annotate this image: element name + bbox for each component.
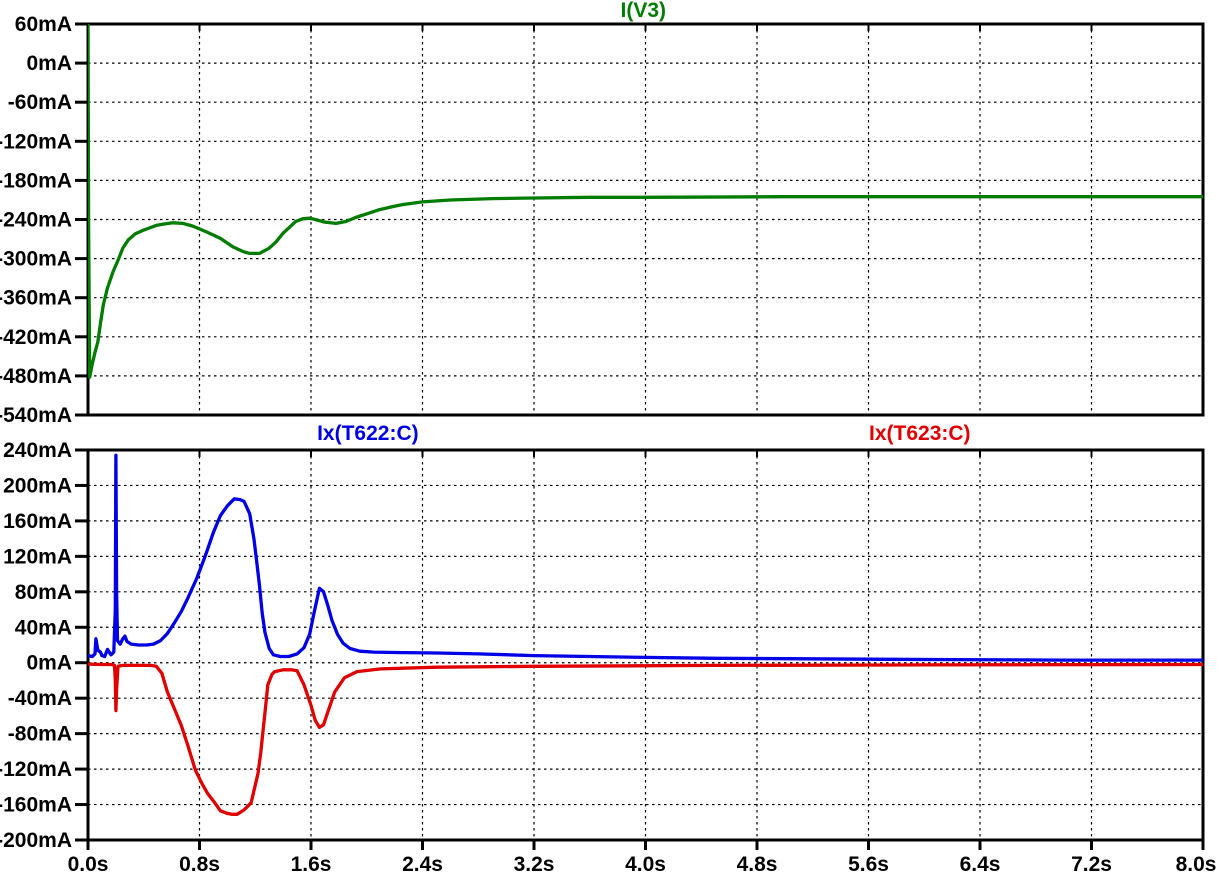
y-tick-label: -80mA [8, 723, 72, 746]
y-tick-label: 200mA [3, 474, 72, 497]
x-tick-label: 3.2s [514, 853, 555, 876]
y-tick-label: 0mA [26, 52, 72, 75]
y-tick-label: -40mA [8, 687, 72, 710]
trace-ix-t623-c [88, 662, 1203, 816]
y-ticks-pane-bottom [75, 448, 88, 842]
x-tick-label: 4.8s [737, 853, 778, 876]
trace-label-i-v3[interactable]: I(V3) [621, 0, 667, 22]
trace-ix-t622-c [88, 453, 1203, 662]
x-tick-label: 2.4s [402, 853, 443, 876]
y-tick-label: 160mA [3, 510, 72, 533]
y-tick-label: -120mA [0, 758, 72, 781]
y-tick-label: -360mA [0, 287, 72, 310]
y-tick-label: -160mA [0, 794, 72, 817]
x-tick-label: 0.0s [68, 853, 109, 876]
y-tick-label: 80mA [15, 581, 72, 604]
x-tick-label: 5.6s [848, 853, 889, 876]
y-ticks-pane-top [75, 22, 88, 417]
y-tick-label: -420mA [0, 326, 72, 349]
y-tick-label: 40mA [15, 616, 72, 639]
x-axis: 0.0s 0.8s 1.6s 2.4s 3.2s 4.0s 4.8s 5.6s 6.4s 7.2s… [68, 840, 1217, 876]
y-tick-label: -200mA [0, 829, 72, 852]
y-tick-label: -540mA [0, 404, 72, 427]
x-tick-label: 6.4s [960, 853, 1001, 876]
y-tick-label: -180mA [0, 169, 72, 192]
x-tick-label: 0.8s [179, 853, 220, 876]
x-tick-label: 4.0s [625, 853, 666, 876]
y-tick-label: -300mA [0, 248, 72, 271]
x-tick-label: 8.0s [1176, 853, 1217, 876]
y-tick-label: -120mA [0, 130, 72, 153]
trace-i-v3 [88, 24, 1203, 379]
y-tick-label: 240mA [3, 439, 72, 462]
y-tick-label: 0mA [26, 652, 72, 675]
gridlines-pane-top [88, 24, 1203, 415]
y-tick-label: 120mA [3, 545, 72, 568]
trace-label-ix-t623-c[interactable]: Ix(T623:C) [869, 422, 971, 445]
y-tick-label: -240mA [0, 209, 72, 232]
y-tick-label: -480mA [0, 365, 72, 388]
x-tick-label: 1.6s [291, 853, 332, 876]
y-tick-label: 60mA [15, 13, 72, 36]
trace-label-ix-t622-c[interactable]: Ix(T622:C) [317, 422, 419, 445]
y-tick-label: -60mA [8, 91, 72, 114]
x-tick-label: 7.2s [1071, 853, 1112, 876]
